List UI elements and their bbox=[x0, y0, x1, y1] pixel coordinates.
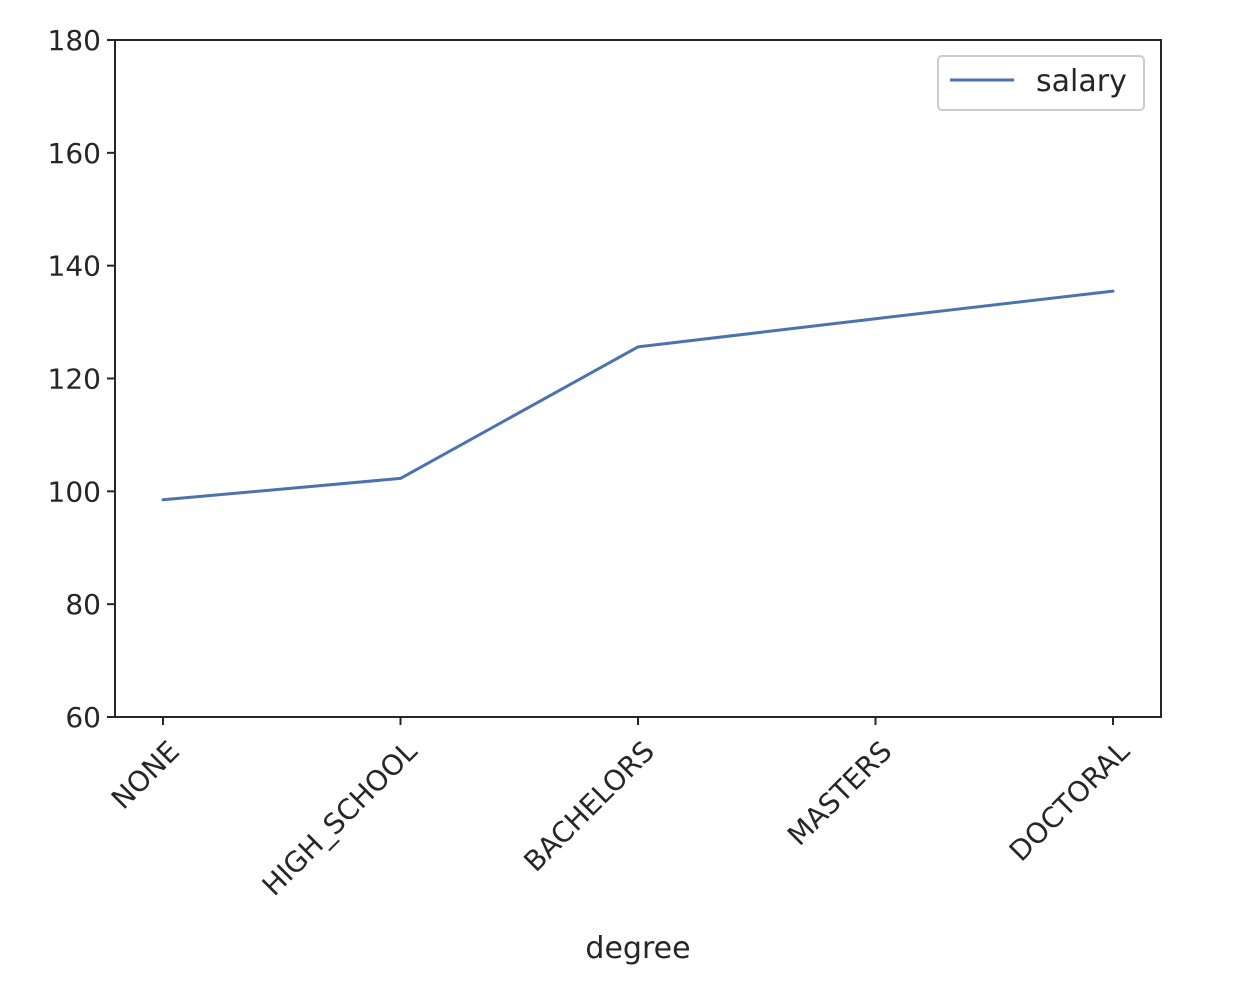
legend-box bbox=[937, 55, 1145, 111]
x-axis-label: degree bbox=[585, 931, 690, 966]
plot-frame bbox=[114, 39, 1162, 718]
y-tick-label: 80 bbox=[65, 588, 101, 621]
y-tick-label: 140 bbox=[48, 250, 101, 283]
x-tick-label: MASTERS bbox=[781, 735, 898, 852]
y-tick-label: 160 bbox=[48, 137, 101, 170]
legend-label-salary: salary bbox=[1036, 64, 1127, 99]
series-layer bbox=[161, 289, 1115, 502]
series-line-salary bbox=[161, 289, 1115, 502]
x-tick-label: BACHELORS bbox=[517, 735, 661, 879]
y-tick-label: 180 bbox=[48, 24, 101, 57]
y-tick-label: 60 bbox=[65, 701, 101, 734]
legend: salary bbox=[937, 55, 1145, 111]
x-axis: NONE HIGH_SCHOOL BACHELORS MASTERS DOCTORAL bbox=[105, 717, 1136, 902]
x-tick-label: DOCTORAL bbox=[1003, 734, 1136, 867]
x-tick-label: NONE bbox=[105, 735, 186, 816]
y-tick-label: 100 bbox=[48, 475, 101, 508]
x-tick-label: HIGH_SCHOOL bbox=[256, 734, 424, 902]
y-axis: 60 80 100 120 140 160 180 bbox=[48, 24, 115, 734]
y-tick-label: 120 bbox=[48, 363, 101, 396]
